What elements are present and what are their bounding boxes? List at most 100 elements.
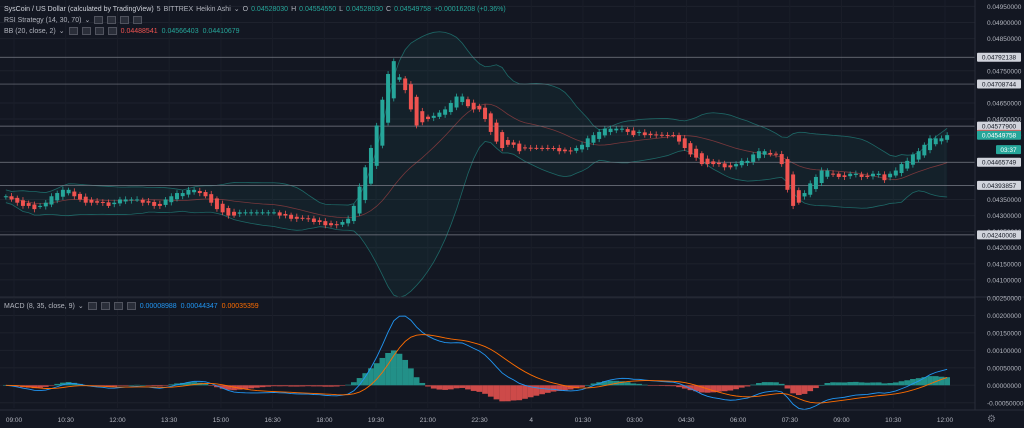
candle-body	[665, 134, 670, 136]
histogram-bar	[408, 368, 414, 386]
time-tick-label: 21:00	[420, 417, 437, 424]
histogram-bar	[419, 382, 426, 386]
chevron-down-icon[interactable]: ⌄	[58, 28, 65, 35]
histogram-bar	[750, 384, 757, 386]
candle-body	[682, 138, 687, 148]
histogram-bar	[368, 368, 374, 386]
histogram-bar	[824, 383, 831, 386]
histogram-bar	[225, 385, 232, 390]
close-icon[interactable]	[94, 27, 104, 35]
histogram-bar	[105, 385, 112, 387]
candle-body	[186, 189, 191, 195]
histogram-bar	[641, 384, 648, 386]
chevron-down-icon[interactable]: ⌄	[84, 17, 91, 24]
histogram-bar	[567, 385, 574, 390]
price-tick-label: 0.04750000	[987, 68, 1022, 75]
candle-body	[762, 151, 767, 155]
histogram-bar	[128, 385, 135, 386]
histogram-bar	[288, 385, 294, 387]
candle-body	[677, 135, 682, 142]
eye-icon[interactable]	[87, 302, 97, 310]
histogram-bar	[721, 385, 728, 392]
symbol-name[interactable]: SysCoin / US Dollar (calculated by Tradi…	[4, 5, 154, 13]
candle-body	[89, 199, 94, 203]
current-price-tag	[977, 130, 1021, 140]
candle-body	[722, 163, 727, 168]
histogram-bar	[910, 378, 916, 386]
price-tick-label: 0.04850000	[987, 36, 1022, 43]
histogram-bar	[522, 385, 528, 399]
settings-gear-icon[interactable]: ⚙	[987, 414, 996, 425]
histogram-bar	[305, 385, 312, 387]
rsi-legend: RSI Strategy (14, 30, 70) ⌄	[4, 16, 143, 24]
candle-body	[254, 212, 259, 214]
candle-body	[716, 162, 721, 165]
candle-body	[905, 160, 910, 169]
candle-body	[551, 147, 556, 149]
close-icon[interactable]	[120, 16, 130, 24]
candle-body	[751, 154, 756, 162]
close-icon[interactable]	[113, 302, 123, 310]
candle-body	[437, 112, 442, 117]
candle-body	[608, 128, 613, 133]
histogram-bar	[584, 385, 591, 386]
candle-body	[848, 173, 853, 177]
histogram-bar	[242, 385, 249, 389]
histogram-bar	[208, 385, 215, 386]
histogram-bar	[693, 385, 699, 392]
more-icon[interactable]	[126, 302, 136, 310]
candle-body	[95, 201, 100, 203]
high-label: H	[291, 5, 297, 13]
macd-label[interactable]: MACD (8, 35, close, 9)	[4, 302, 75, 310]
candle-body	[585, 138, 590, 148]
candle-body	[471, 102, 476, 110]
histogram-bar	[162, 385, 169, 386]
histogram-bar	[396, 353, 403, 386]
gear-icon[interactable]	[107, 16, 117, 24]
candle-body	[329, 223, 334, 226]
histogram-bar	[134, 384, 140, 386]
bb-legend: BB (20, close, 2) ⌄ 0.04488541 0.0456640…	[4, 27, 240, 35]
histogram-bar	[139, 385, 146, 386]
chevron-down-icon[interactable]: ⌄	[233, 6, 240, 13]
candle-body	[140, 199, 145, 203]
candles	[3, 58, 950, 229]
gear-icon[interactable]	[81, 27, 91, 35]
candle-body	[836, 173, 841, 177]
eye-icon[interactable]	[94, 16, 104, 24]
eye-icon[interactable]	[68, 27, 78, 35]
gear-icon[interactable]	[100, 302, 110, 310]
signal-line	[5, 334, 948, 404]
histogram-bar	[539, 385, 545, 395]
candle-body	[448, 102, 453, 113]
candle-body	[831, 173, 836, 175]
low-label: L	[339, 5, 344, 13]
histogram-bar	[533, 385, 540, 396]
candle-body	[271, 212, 276, 214]
histogram-bar	[602, 381, 608, 386]
candle-body	[893, 170, 898, 176]
candle-body	[408, 84, 413, 110]
candle-body	[734, 164, 739, 167]
bb-upper-line	[5, 31, 948, 206]
chevron-down-icon[interactable]: ⌄	[77, 303, 84, 310]
macd-tick-label: 0.00150000	[987, 330, 1022, 337]
chart-style-label[interactable]: Heikin Ashi	[196, 5, 231, 13]
histogram-bar	[801, 385, 808, 394]
rsi-label[interactable]: RSI Strategy (14, 30, 70)	[4, 16, 82, 24]
bollinger-bands	[5, 31, 948, 298]
histogram-bar	[476, 385, 483, 392]
histogram-bar	[31, 385, 38, 389]
more-icon[interactable]	[133, 16, 143, 24]
interval-label[interactable]: 5	[156, 5, 161, 13]
candle-body	[249, 212, 254, 214]
level-price-tag	[977, 230, 1021, 240]
more-icon[interactable]	[107, 27, 117, 35]
candle-body	[631, 130, 636, 136]
bb-label[interactable]: BB (20, close, 2)	[4, 27, 56, 35]
histogram-bar	[482, 385, 488, 394]
histogram-bar	[356, 378, 363, 386]
time-tick-label: 18:00	[316, 417, 333, 424]
histogram-bar	[219, 385, 226, 389]
